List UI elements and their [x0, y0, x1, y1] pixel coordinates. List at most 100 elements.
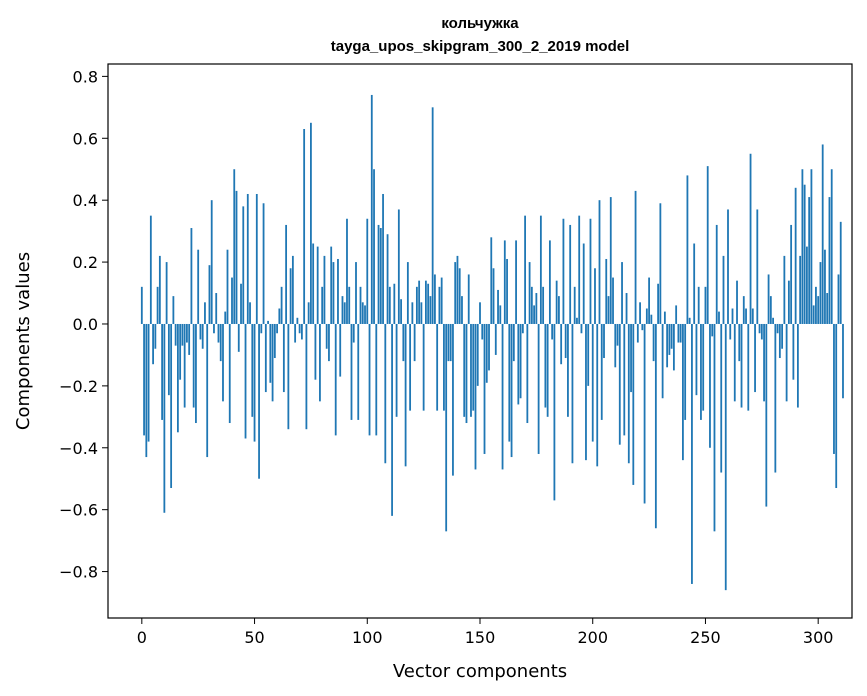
- bar-306: [830, 169, 833, 324]
- bar-56: [267, 320, 269, 324]
- bar-161: [503, 240, 506, 324]
- bar-138: [452, 323, 454, 476]
- bar-151: [481, 323, 484, 340]
- bar-266: [740, 323, 743, 408]
- bar-220: [636, 323, 639, 343]
- bar-144: [465, 323, 468, 424]
- bar-207: [607, 296, 610, 324]
- bar-91: [346, 218, 348, 324]
- x-tick-label: 250: [690, 628, 721, 647]
- bar-260: [727, 209, 729, 324]
- bar-287: [787, 280, 790, 324]
- bar-90: [343, 302, 346, 324]
- bar-66: [289, 268, 292, 324]
- bar-197: [585, 323, 587, 461]
- bar-296: [808, 197, 811, 324]
- bar-30: [208, 265, 211, 324]
- bar-278: [767, 274, 770, 324]
- bar-271: [751, 308, 754, 324]
- bar-110: [388, 286, 391, 324]
- bar-233: [666, 323, 669, 368]
- bar-196: [582, 243, 585, 324]
- bar-117: [404, 323, 407, 467]
- bar-101: [368, 323, 371, 436]
- bar-274: [758, 323, 761, 334]
- bar-204: [600, 323, 603, 420]
- bar-115: [400, 299, 402, 324]
- bar-3: [147, 323, 150, 442]
- bar-294: [803, 184, 806, 324]
- bar-232: [663, 311, 666, 324]
- bar-247: [697, 286, 700, 324]
- bar-40: [231, 277, 233, 324]
- bar-79: [319, 323, 321, 402]
- bar-217: [630, 323, 632, 393]
- bar-184: [555, 280, 558, 324]
- bar-43: [237, 323, 240, 352]
- bar-48: [249, 302, 251, 324]
- bar-44: [240, 283, 242, 324]
- bar-17: [179, 323, 182, 380]
- bar-245: [693, 243, 696, 324]
- bar-242: [686, 175, 689, 324]
- bar-194: [578, 215, 581, 324]
- bar-10: [163, 323, 166, 513]
- bar-112: [393, 283, 396, 324]
- bar-307: [833, 323, 835, 454]
- bar-303: [824, 249, 826, 324]
- bar-299: [815, 286, 817, 324]
- bar-201: [594, 268, 596, 324]
- bar-18: [181, 323, 184, 346]
- bar-159: [499, 305, 502, 324]
- bar-297: [810, 169, 813, 324]
- bar-173: [530, 286, 533, 324]
- bar-65: [287, 323, 290, 430]
- chart-title: кольчужка: [441, 15, 519, 32]
- bar-172: [528, 262, 531, 324]
- bar-4: [149, 215, 152, 324]
- bar-195: [580, 323, 583, 334]
- bar-229: [657, 283, 660, 324]
- bar-155: [490, 237, 493, 324]
- bar-309: [837, 274, 840, 324]
- bar-36: [222, 323, 224, 402]
- bar-203: [598, 200, 601, 324]
- bar-165: [512, 323, 515, 362]
- bar-140: [456, 255, 459, 324]
- bar-1: [143, 323, 145, 436]
- bar-199: [589, 218, 592, 324]
- bar-212: [618, 323, 621, 445]
- bar-141: [458, 268, 461, 324]
- bar-125: [422, 323, 425, 411]
- bar-226: [650, 314, 653, 324]
- bar-210: [614, 323, 617, 368]
- bar-302: [821, 144, 824, 324]
- bar-258: [722, 255, 725, 324]
- bar-58: [271, 323, 274, 402]
- bar-92: [348, 286, 351, 324]
- bar-281: [774, 323, 777, 473]
- bar-240: [682, 323, 684, 461]
- bar-73: [305, 323, 308, 430]
- bar-181: [548, 240, 551, 324]
- bar-308: [835, 323, 838, 489]
- bar-21: [188, 323, 191, 355]
- bar-59: [273, 323, 276, 359]
- bar-103: [373, 169, 375, 324]
- bar-209: [612, 277, 614, 324]
- bar-262: [731, 308, 734, 324]
- bar-38: [226, 249, 229, 324]
- bar-74: [307, 302, 310, 324]
- bar-99: [364, 305, 366, 324]
- bar-148: [474, 323, 477, 470]
- bar-205: [603, 323, 605, 359]
- bar-31: [210, 200, 213, 324]
- bar-94: [352, 323, 355, 343]
- bar-61: [278, 308, 281, 324]
- bar-152: [483, 323, 486, 454]
- bar-114: [397, 209, 400, 324]
- bar-134: [443, 323, 445, 411]
- bar-301: [819, 262, 822, 324]
- bar-304: [826, 293, 829, 324]
- bar-108: [384, 323, 387, 464]
